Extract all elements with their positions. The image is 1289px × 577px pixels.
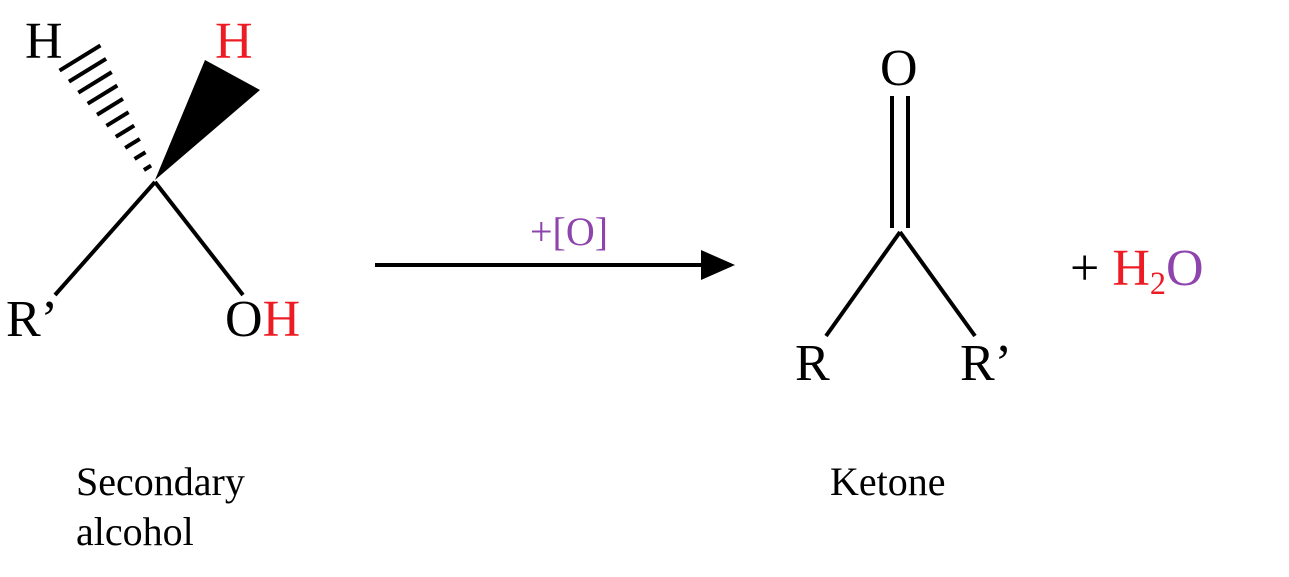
- h2o-label: + H2O: [1070, 240, 1204, 301]
- caption-secondary: Secondary: [76, 459, 245, 504]
- wedge-bond: [155, 60, 260, 180]
- caption-alcohol: alcohol: [76, 509, 194, 554]
- atom-r: R: [795, 335, 830, 392]
- arrowhead-icon: [701, 250, 735, 280]
- bond-c-r: [826, 232, 900, 336]
- atom-r-prime-left: R’: [6, 291, 58, 348]
- product-ketone: O R R’ Ketone: [795, 40, 1012, 504]
- caption-ketone: Ketone: [830, 459, 946, 504]
- atom-oh: OH: [225, 291, 300, 348]
- atom-r-prime-right: R’: [960, 335, 1012, 392]
- reactant-secondary-alcohol: H H R’ OH Secondary alcohol: [6, 13, 300, 554]
- bond-c-rprime-2: [900, 232, 975, 336]
- atom-h-dashed: H: [25, 13, 63, 70]
- bond-c-oh: [155, 182, 243, 295]
- reaction-arrow: +[O]: [375, 209, 735, 280]
- atom-h-wedge: H: [215, 13, 253, 70]
- bond-c-rprime: [55, 182, 155, 295]
- reagent-label: +[O]: [530, 209, 608, 254]
- byproduct-water: + H2O: [1070, 240, 1204, 301]
- atom-o: O: [880, 40, 918, 97]
- hashed-wedge-bond: [60, 45, 152, 170]
